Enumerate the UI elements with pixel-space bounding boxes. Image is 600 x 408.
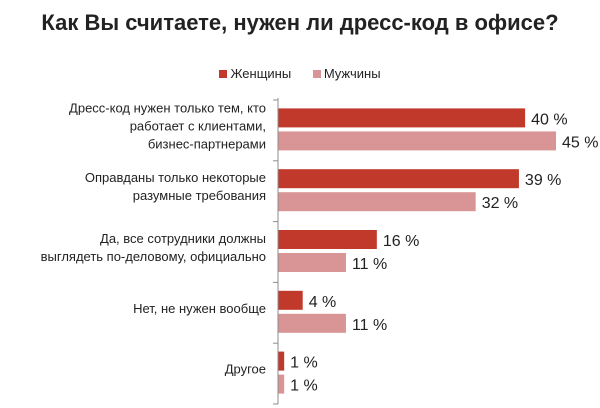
bar-men	[278, 192, 476, 212]
legend-label-men: Мужчины	[323, 66, 381, 81]
data-label-women: 4 %	[309, 294, 337, 311]
legend-swatch-women	[219, 70, 228, 78]
bar-women	[278, 108, 526, 128]
category-label: Нет, не нужен вообще	[133, 301, 266, 316]
data-label-women: 40 %	[531, 111, 567, 128]
category-label: Оправданы только некоторые	[85, 170, 266, 185]
category-label: выглядеть по-деловому, официально	[41, 249, 266, 264]
bar-men	[278, 313, 346, 333]
data-label-women: 39 %	[525, 172, 561, 189]
data-label-women: 16 %	[383, 233, 419, 250]
data-label-men: 11 %	[352, 317, 387, 334]
bar-men	[278, 374, 285, 394]
category-label: Другое	[225, 362, 266, 377]
bar-men	[278, 131, 556, 151]
category-label: работает с клиентами,	[130, 118, 266, 133]
legend-swatch-men	[312, 70, 321, 78]
bar-women	[278, 169, 519, 189]
legend: Женщины Мужчины	[0, 66, 600, 81]
category-label: бизнес-партнерами	[148, 136, 266, 151]
data-label-men: 1 %	[290, 378, 318, 395]
category-label: Дресс-код нужен только тем, кто	[69, 100, 266, 115]
legend-item-men: Мужчины	[312, 66, 381, 81]
category-label: разумные требования	[133, 188, 266, 203]
data-label-men: 45 %	[562, 134, 598, 151]
chart-title: Как Вы считаете, нужен ли дресс-код в оф…	[41, 10, 559, 35]
data-label-men: 11 %	[352, 256, 387, 273]
data-label-men: 32 %	[482, 195, 518, 212]
legend-item-women: Женщины	[219, 66, 291, 81]
category-label: Да, все сотрудники должны	[100, 231, 266, 246]
bar-women	[278, 351, 285, 371]
bar-men	[278, 253, 346, 272]
bar-women	[278, 230, 377, 249]
bar-women	[278, 290, 303, 310]
legend-label-women: Женщины	[230, 66, 292, 81]
data-label-women: 1 %	[290, 355, 318, 372]
